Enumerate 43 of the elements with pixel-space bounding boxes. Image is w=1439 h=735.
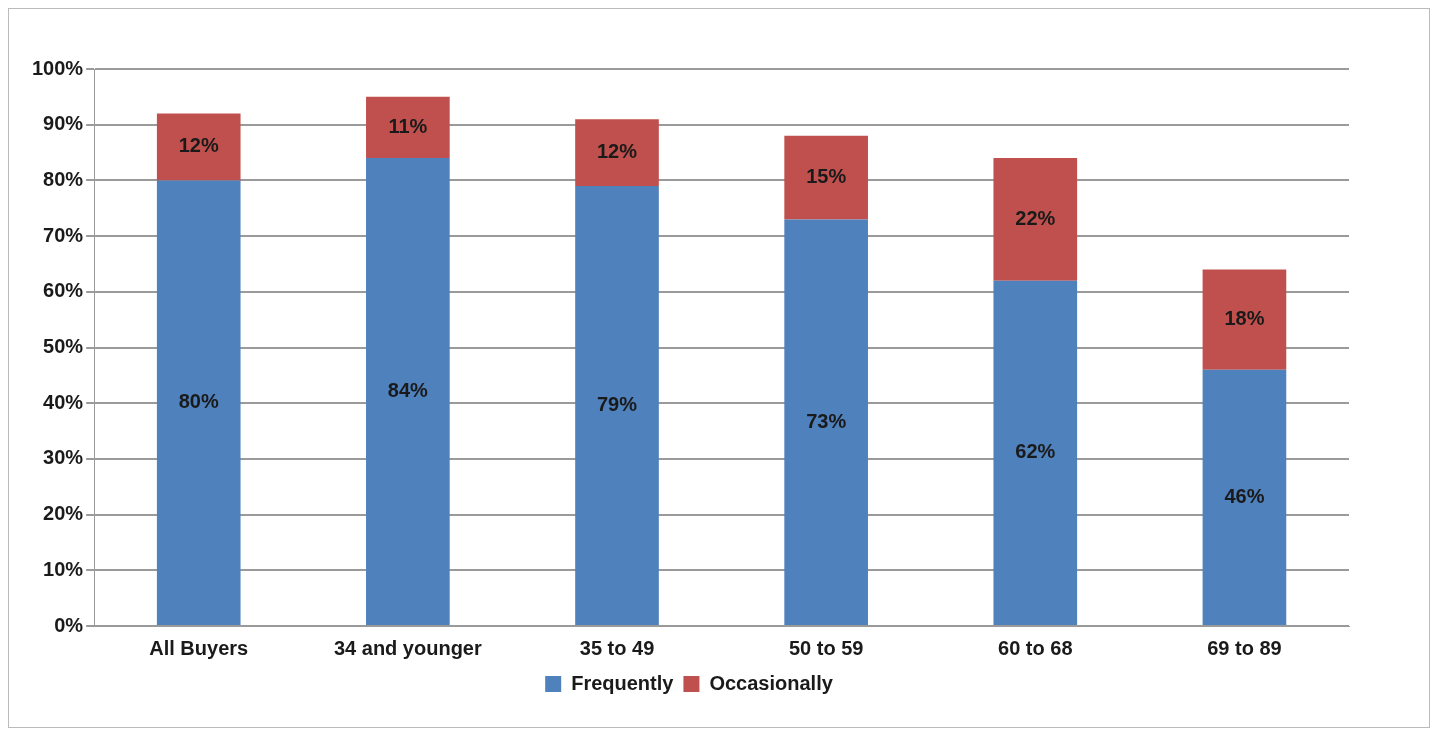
data-label: 12% [596, 140, 638, 163]
legend-label: Frequently [571, 671, 675, 694]
y-tick-label: 90% [43, 112, 84, 135]
data-label: 15% [806, 165, 847, 188]
data-label: 73% [806, 409, 847, 432]
data-label: 12% [178, 134, 219, 157]
bar [993, 158, 1078, 281]
bar [156, 180, 241, 625]
y-tick-label: 70% [43, 223, 84, 246]
bar [784, 219, 868, 625]
bar [575, 119, 659, 186]
y-tick-label: 60% [43, 279, 84, 302]
bar [156, 113, 241, 181]
y-tick-label: 20% [43, 502, 84, 525]
data-label: 18% [1224, 307, 1265, 330]
data-label: 62% [1015, 440, 1056, 463]
y-tick-label: 10% [43, 557, 84, 580]
data-label: 80% [178, 390, 219, 413]
y-tick-label: 50% [43, 335, 84, 358]
y-tick-label: 80% [43, 167, 84, 190]
y-tick-label: 30% [43, 446, 84, 469]
bar [575, 185, 659, 625]
x-tick-label: All Buyers [149, 636, 249, 659]
bar [1202, 269, 1287, 370]
legend-label: Occasionally [709, 671, 834, 694]
x-tick-label: 35 to 49 [579, 636, 655, 659]
x-tick-label: 69 to 89 [1207, 636, 1282, 659]
bar [366, 158, 450, 625]
y-tick-label: 100% [32, 56, 84, 79]
data-label: 46% [1224, 484, 1265, 507]
y-tick-label: 0% [54, 613, 84, 636]
bar [366, 96, 450, 159]
bar [993, 280, 1078, 625]
data-label: 84% [387, 379, 429, 402]
data-label: 22% [1015, 206, 1056, 229]
bar [784, 135, 868, 220]
x-tick-label: 60 to 68 [998, 636, 1073, 659]
x-tick-label: 34 and younger [333, 636, 482, 659]
y-tick-label: 40% [43, 390, 84, 413]
data-label: 11% [388, 115, 428, 137]
data-label: 79% [596, 393, 638, 415]
bar [1202, 369, 1287, 625]
x-tick-label: 50 to 59 [788, 636, 864, 659]
